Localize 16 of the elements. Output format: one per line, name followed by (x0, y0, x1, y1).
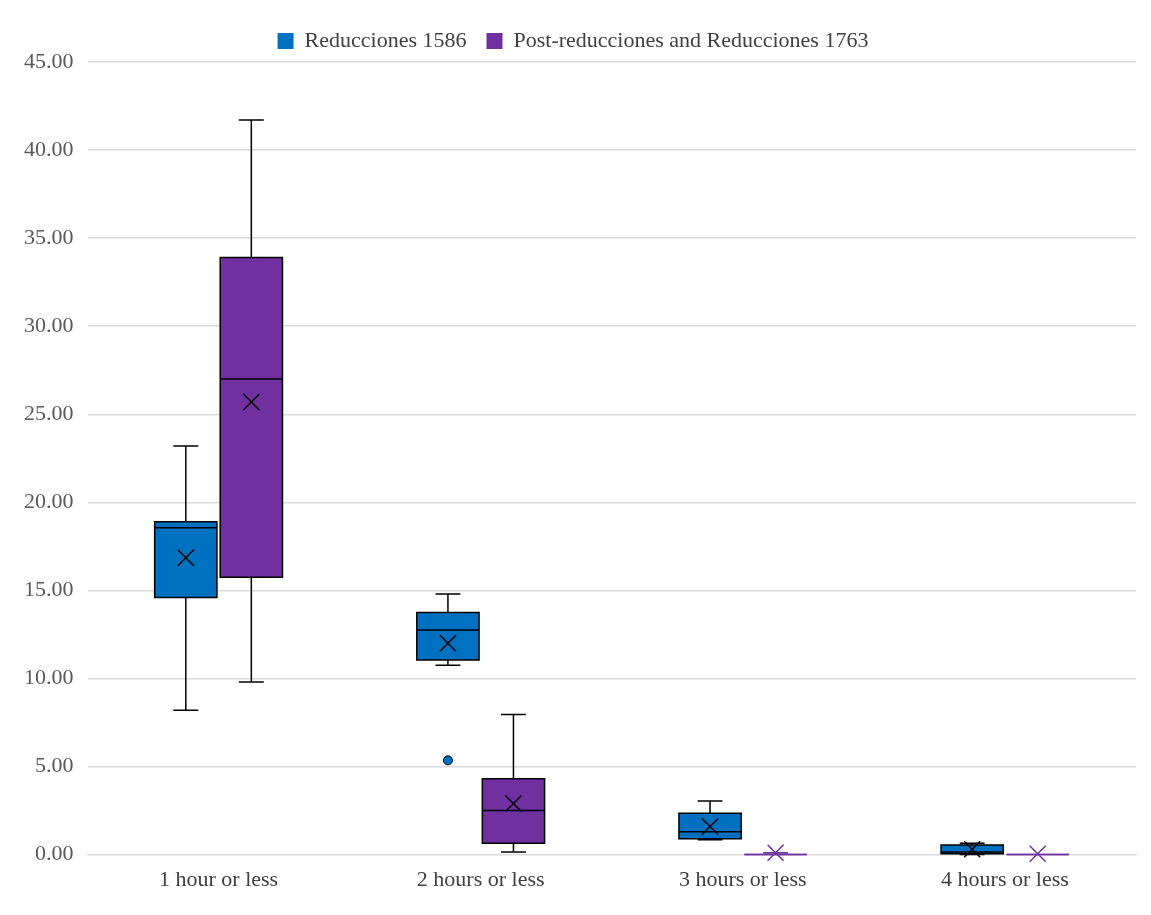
legend-label: Post-reducciones and Reducciones 1763 (513, 26, 869, 52)
x-tick-label: 4 hours or less (941, 865, 1069, 891)
y-tick-label: 45.00 (24, 47, 74, 73)
y-tick-label: 5.00 (35, 752, 74, 778)
y-tick-label: 20.00 (24, 488, 74, 514)
y-tick-label: 0.00 (35, 840, 74, 866)
x-tick-label: 2 hours or less (416, 865, 545, 891)
y-tick-label: 35.00 (24, 223, 74, 249)
x-tick-label: 3 hours or less (678, 865, 807, 891)
y-tick-label: 40.00 (24, 135, 74, 161)
y-tick-label: 10.00 (24, 664, 74, 690)
y-tick-label: 30.00 (24, 311, 74, 337)
legend-label: Reducciones 1586 (304, 26, 467, 52)
x-tick-label: 1 hour or less (158, 865, 279, 891)
y-tick-label: 25.00 (24, 400, 74, 426)
y-tick-label: 15.00 (24, 576, 74, 602)
